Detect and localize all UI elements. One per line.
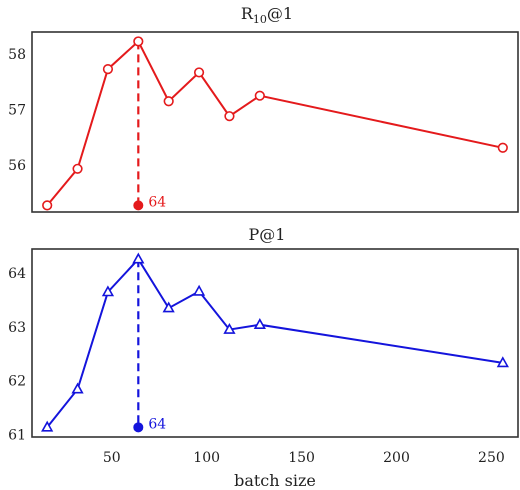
data-point (163, 96, 174, 107)
p1-series-line (46, 257, 503, 428)
data-point (497, 142, 508, 153)
data-point (192, 284, 206, 296)
highlight-label: 64 (148, 194, 166, 210)
highlight-label: 64 (148, 416, 166, 432)
highlight-dot (133, 200, 144, 211)
r10-title-sub: 10 (253, 13, 267, 26)
highlight-dot (133, 422, 144, 433)
r10-y-ticks: 56 57 58 (8, 47, 26, 174)
p1-highlight: 64 (133, 259, 166, 433)
data-point (223, 322, 236, 334)
y-tick-label: 56 (8, 158, 26, 174)
r10-markers (42, 36, 508, 211)
data-point (42, 200, 53, 211)
data-point (41, 420, 54, 432)
x-tick-label: 250 (478, 450, 505, 466)
r10-frame (31, 31, 519, 213)
p1-panel: P@1 61 62 63 64 50 100 150 200 250 64 batch siz… (8, 225, 519, 490)
p1-y-ticks: 61 62 63 64 (8, 266, 26, 443)
data-point (254, 90, 265, 101)
data-point (71, 382, 84, 394)
r10-title-suffix: @1 (267, 4, 293, 23)
y-tick-label: 58 (8, 47, 26, 63)
data-point (72, 163, 83, 174)
data-point (102, 64, 114, 75)
x-tick-label: 100 (193, 450, 220, 466)
y-tick-label: 63 (8, 320, 26, 336)
data-point (101, 285, 115, 297)
y-tick-label: 62 (8, 374, 26, 390)
y-tick-label: 64 (8, 266, 26, 282)
x-tick-label: 150 (288, 450, 315, 466)
r10-panel: R10@1 56 57 58 64 (8, 4, 519, 213)
data-point (162, 301, 175, 313)
data-point (193, 67, 205, 78)
data-point (133, 36, 144, 47)
x-axis-label: batch size (234, 471, 316, 490)
data-point (224, 111, 235, 122)
p1-x-ticks: 50 100 150 200 250 (103, 450, 505, 466)
r10-title: R10@1 (241, 4, 293, 26)
x-tick-label: 50 (103, 450, 121, 466)
p1-markers (41, 252, 509, 432)
data-point (253, 318, 266, 330)
p1-title: P@1 (249, 225, 286, 244)
r10-title-main: R (241, 4, 254, 23)
data-point (496, 356, 509, 368)
x-tick-label: 200 (383, 450, 410, 466)
r10-highlight: 64 (133, 41, 166, 211)
data-point (132, 252, 145, 264)
y-tick-label: 61 (8, 427, 26, 443)
r10-series-line (46, 39, 504, 207)
p1-frame (31, 248, 519, 438)
y-tick-label: 57 (8, 103, 26, 119)
